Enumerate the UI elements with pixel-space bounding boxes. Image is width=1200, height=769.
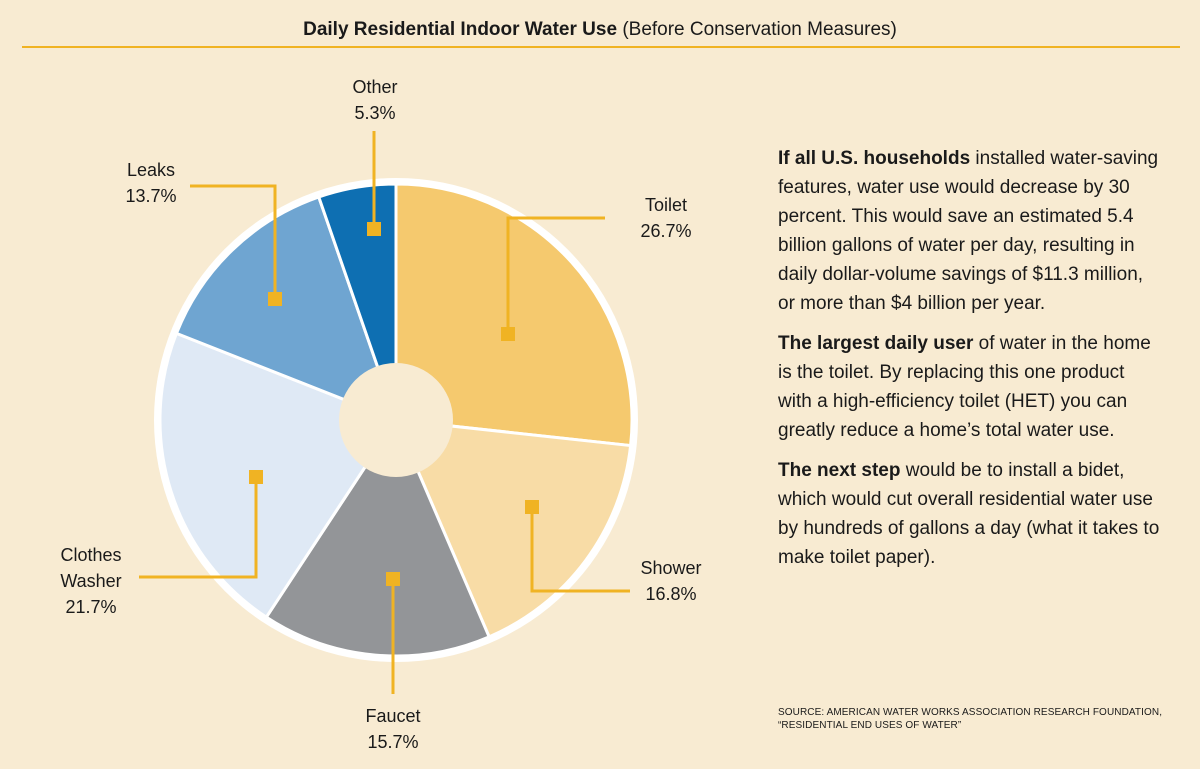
slice-label-value: 15.7% [367, 732, 419, 752]
source-note: SOURCE: AMERICAN WATER WORKS ASSOCIATION… [778, 706, 1188, 732]
info-body-households: installed water-saving features, water u… [778, 148, 1159, 314]
slice-label-name: Leaks [126, 160, 176, 180]
info-body-largest-user: of water in the home is the toilet. By r… [778, 333, 1151, 441]
leader-marker-shower [525, 500, 539, 514]
leader-line-leaks [190, 184, 277, 299]
slice-toilet [394, 182, 634, 448]
slice-label-name: Clothes [60, 545, 122, 565]
slice-label-value: 13.7% [125, 186, 177, 206]
slice-leaks [174, 195, 398, 422]
leader-line-clothes-washer [139, 477, 258, 579]
slice-label-name: Shower [640, 558, 702, 578]
info-lead-households: If all U.S. households [778, 148, 971, 169]
chart-title-subtitle: (Before Conservation Measures) [622, 19, 897, 40]
slice-label-shower: Shower 16.8% [630, 555, 712, 607]
header-rule [22, 46, 1180, 48]
info-lead-next-step: The next step [778, 460, 901, 481]
info-paragraph-next-step: The next step would be to install a bide… [778, 456, 1163, 572]
slice-label-name: Toilet [644, 195, 688, 215]
leader-marker-clothes-washer [249, 470, 263, 484]
info-lead-largest-user: The largest daily user [778, 333, 974, 354]
leader-marker-other [367, 222, 381, 236]
slice-label-value: 16.8% [645, 584, 697, 604]
source-line-1: SOURCE: AMERICAN WATER WORKS ASSOCIATION… [778, 707, 1163, 718]
leader-line-toilet [506, 216, 605, 334]
leader-marker-leaks [268, 292, 282, 306]
leader-line-shower [530, 507, 630, 593]
slice-label-value: 21.7% [65, 597, 117, 617]
chart-center-hole [339, 363, 453, 477]
info-text: If all U.S. households installed water-s… [778, 144, 1163, 583]
chart-title: Daily Residential Indoor Water Use (Befo… [0, 18, 1200, 42]
info-paragraph-largest-user: The largest daily user of water in the h… [778, 329, 1163, 445]
slice-label-clothes-washer: Clothes Washer 21.7% [40, 542, 142, 620]
leader-marker-faucet [386, 572, 400, 586]
donut-chart [139, 131, 638, 694]
info-body-next-step: would be to install a bidet, which would… [778, 460, 1160, 568]
slice-faucet [264, 418, 491, 658]
chart-title-bold: Daily Residential Indoor Water Use [303, 19, 618, 40]
slice-label-value: 5.3% [354, 103, 396, 123]
slice-label-toilet: Toilet 26.7% [616, 192, 716, 244]
slice-label-faucet: Faucet 15.7% [343, 703, 443, 755]
slice-shower [394, 418, 633, 639]
chart-slices [158, 182, 634, 658]
chart-leader-lines [139, 131, 630, 694]
slice-label-leaks: Leaks 13.7% [110, 157, 192, 209]
slice-clothes-washer [158, 331, 398, 619]
leader-marker-toilet [501, 327, 515, 341]
source-line-2: “RESIDENTIAL END USES OF WATER” [778, 720, 962, 731]
info-paragraph-households: If all U.S. households installed water-s… [778, 144, 1163, 318]
slice-label-other: Other 5.3% [325, 74, 425, 126]
slice-other [317, 182, 398, 422]
slice-label-name: Washer [60, 571, 122, 591]
slice-label-value: 26.7% [640, 221, 692, 241]
slice-label-name: Other [352, 77, 398, 97]
slice-label-name: Faucet [365, 706, 421, 726]
